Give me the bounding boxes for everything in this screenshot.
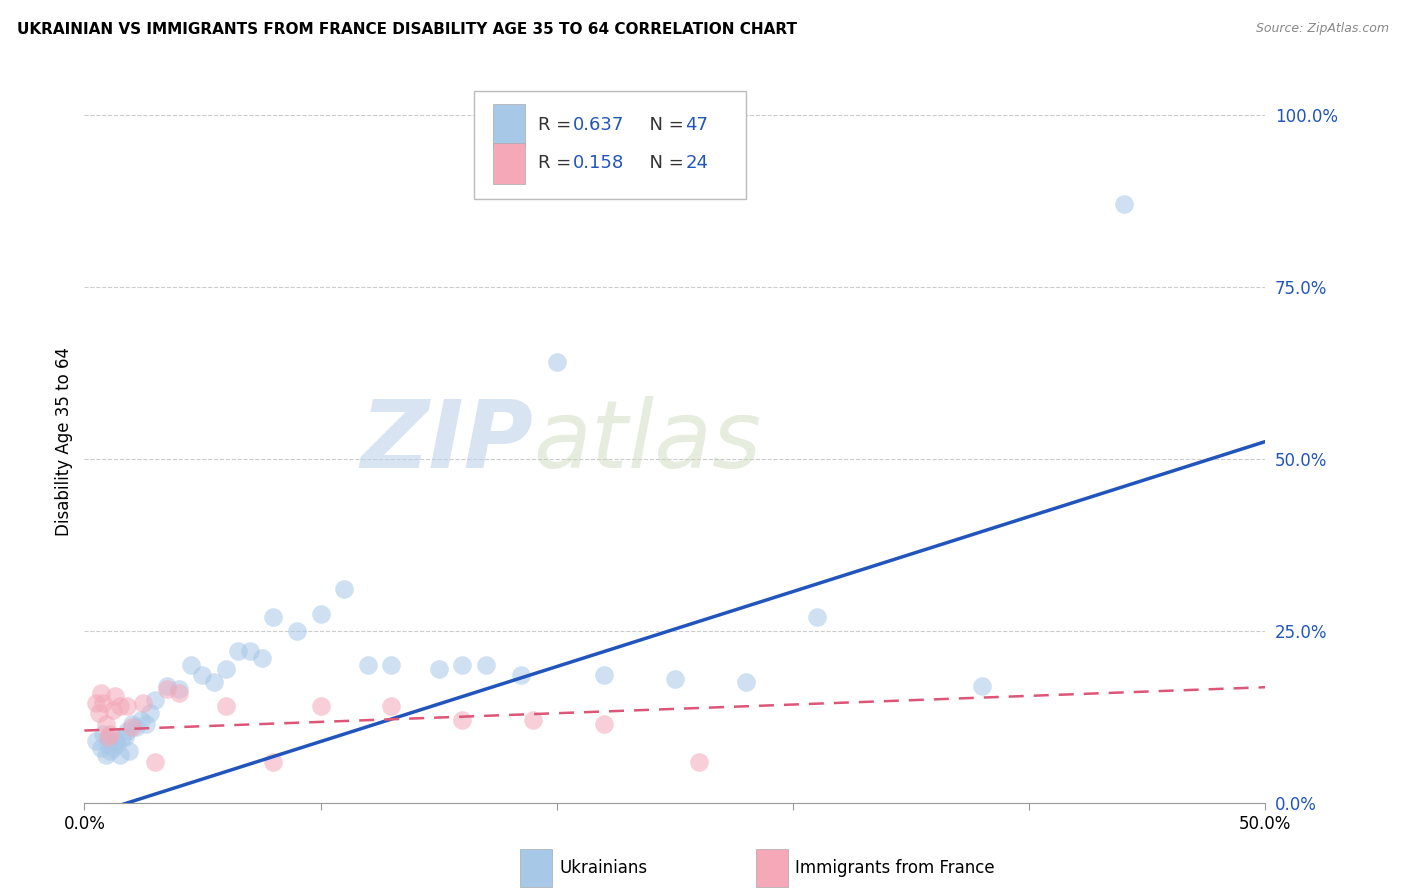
Point [94, 747, 117, 762]
Point [510, 668, 533, 682]
Text: N =: N = [638, 116, 690, 134]
Point [97, 737, 120, 751]
Point [688, 755, 710, 769]
Point [333, 582, 356, 597]
FancyBboxPatch shape [474, 91, 745, 200]
Point [115, 699, 138, 714]
Text: R =: R = [538, 154, 576, 172]
Point [101, 740, 124, 755]
Point [108, 747, 131, 762]
Point [806, 610, 828, 624]
Point [91, 696, 114, 710]
Point [125, 720, 148, 734]
Point [239, 644, 262, 658]
Point [97, 731, 120, 745]
Point [104, 734, 127, 748]
Text: N =: N = [638, 154, 690, 172]
Point [262, 610, 284, 624]
Point [98, 744, 121, 758]
Point [121, 720, 143, 734]
Text: 0.158: 0.158 [574, 154, 624, 172]
Point [309, 699, 332, 714]
Point [262, 755, 284, 769]
Point [90, 740, 112, 755]
Point [309, 607, 332, 621]
Text: 24: 24 [686, 154, 709, 172]
Point [90, 686, 112, 700]
Point [114, 731, 136, 745]
Point [129, 713, 152, 727]
Point [156, 679, 179, 693]
Point [546, 355, 568, 369]
Point [427, 662, 450, 676]
FancyBboxPatch shape [494, 104, 524, 145]
Text: ZIP: ZIP [360, 395, 533, 488]
Point [593, 716, 616, 731]
Text: 47: 47 [686, 116, 709, 134]
Text: atlas: atlas [533, 396, 762, 487]
Point [107, 737, 129, 751]
Point [115, 723, 138, 738]
Point [380, 699, 402, 714]
Point [87, 706, 110, 721]
Point [84, 696, 107, 710]
Point [91, 727, 114, 741]
Text: Immigrants from France: Immigrants from France [796, 859, 995, 877]
FancyBboxPatch shape [756, 849, 789, 887]
Point [135, 716, 157, 731]
Point [202, 675, 225, 690]
Text: 0.637: 0.637 [574, 116, 624, 134]
Point [132, 696, 155, 710]
Point [357, 658, 380, 673]
Point [215, 662, 238, 676]
Point [451, 713, 474, 727]
Point [121, 716, 143, 731]
Text: Source: ZipAtlas.com: Source: ZipAtlas.com [1256, 22, 1389, 36]
Point [285, 624, 308, 638]
Point [734, 675, 756, 690]
Point [180, 658, 202, 673]
Point [226, 644, 249, 658]
Point [970, 679, 993, 693]
Point [118, 744, 141, 758]
Point [143, 692, 166, 706]
Point [215, 699, 238, 714]
Point [94, 716, 117, 731]
Text: UKRAINIAN VS IMMIGRANTS FROM FRANCE DISABILITY AGE 35 TO 64 CORRELATION CHART: UKRAINIAN VS IMMIGRANTS FROM FRANCE DISA… [17, 22, 797, 37]
Point [451, 658, 474, 673]
Point [84, 734, 107, 748]
Point [139, 706, 162, 721]
Point [191, 668, 214, 682]
Point [97, 731, 120, 745]
Point [664, 672, 686, 686]
Point [111, 731, 134, 745]
Point [475, 658, 498, 673]
Point [593, 668, 616, 682]
FancyBboxPatch shape [494, 143, 524, 184]
FancyBboxPatch shape [520, 849, 553, 887]
Point [380, 658, 402, 673]
Point [250, 651, 273, 665]
Point [104, 689, 127, 703]
Point [167, 682, 190, 697]
Point [143, 755, 166, 769]
Point [98, 727, 121, 741]
Text: R =: R = [538, 116, 576, 134]
Point [1112, 197, 1135, 211]
Point [108, 699, 131, 714]
Point [522, 713, 544, 727]
Y-axis label: Disability Age 35 to 64: Disability Age 35 to 64 [55, 347, 73, 536]
Point [167, 686, 190, 700]
Text: Ukrainians: Ukrainians [560, 859, 647, 877]
Point [156, 682, 179, 697]
Point [101, 703, 124, 717]
